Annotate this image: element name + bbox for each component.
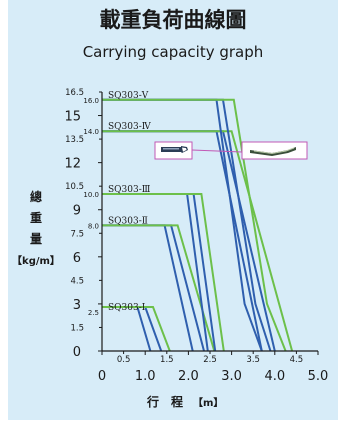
x-minor-tick-label: 0.5 (117, 355, 131, 365)
x-axis-title-text: 行 程 (146, 394, 183, 409)
x-major-tick-label: 4.0 (264, 369, 285, 384)
y-minor-tick-label: 7.5 (70, 229, 84, 239)
x-major-tick-label: 1.0 (135, 369, 156, 384)
y-major-tick-label: 0 (73, 345, 81, 360)
model-name-label: SQ303-Ⅱ (108, 216, 148, 226)
capacity-value-label: 2.5 (88, 309, 99, 317)
capacity-value-label: 14.0 (83, 128, 99, 136)
product-inset-left (154, 141, 193, 160)
capacity-value-label: 8.0 (88, 222, 99, 230)
chart-subtitle: Carrying capacity graph (83, 43, 264, 61)
cable-chain-front-icon (161, 146, 188, 153)
y-major-tick-label: 9 (73, 204, 81, 219)
model-labels: 2.5 SQ303-Ⅰ 8.0 SQ303-Ⅱ 10.0 SQ303-Ⅲ 14.0 SQ303… (83, 91, 151, 317)
y-major-tick-label: 12 (64, 157, 81, 172)
x-minor-tick-label: 3.5 (246, 355, 260, 365)
cable-chain-side-icon (250, 147, 296, 156)
x-minor-tick-label: 1.5 (160, 355, 174, 365)
model-name-label: SQ303-Ⅲ (108, 185, 151, 195)
product-inset-right (241, 141, 308, 160)
y-axis-unit: 【kg/m】 (12, 254, 60, 267)
x-minor-tick-label: 2.5 (203, 355, 217, 365)
inset-frame-right (241, 141, 308, 160)
y-minor-tick-label: 13.5 (65, 135, 84, 145)
y-axis-title: 總 重 量 【kg/m】 (12, 189, 60, 267)
chart-background (8, 0, 338, 420)
y-minor-tick-label: 1.5 (70, 323, 84, 333)
capacity-value-label: 16.0 (83, 97, 99, 105)
y-minor-tick-label: 16.5 (65, 88, 84, 98)
series-line-3 (102, 306, 171, 352)
y-axis-title-char-3: 量 (30, 232, 42, 246)
chart-title: 載重負荷曲線圖 (100, 8, 247, 32)
y-major-tick-label: 6 (73, 251, 81, 266)
y-minor-tick-label: 4.5 (70, 276, 84, 286)
model-name-label: SQ303-Ⅳ (108, 122, 152, 132)
x-axis-title: 行 程 【m】 (146, 394, 223, 409)
series-line-9 (102, 193, 225, 352)
x-axis-unit: 【m】 (193, 396, 223, 409)
y-minor-tick-label: 10.5 (65, 182, 84, 192)
series-line-12 (102, 130, 294, 352)
y-axis-title-char-2: 重 (30, 210, 42, 225)
ticks-layer: 0 3 6 9 12 15 1.5 4.5 7.5 10.5 13.5 16.5 0 1.0 2.0 3.0 4… (64, 88, 328, 384)
x-minor-tick-label: 4.5 (290, 355, 304, 365)
y-axis-title-char-1: 總 (30, 189, 42, 204)
y-major-tick-label: 3 (73, 298, 81, 313)
series-line-15 (102, 98, 287, 352)
y-major-tick-label: 15 (64, 110, 81, 125)
series-layer (102, 98, 294, 352)
x-major-tick-label: 2.0 (178, 369, 199, 384)
x-major-tick-label: 0 (98, 369, 106, 384)
capacity-value-label: 10.0 (83, 191, 99, 199)
model-name-label: SQ303-Ⅰ (108, 303, 146, 313)
callout-line (191, 149, 243, 153)
x-major-tick-label: 3.0 (221, 369, 242, 384)
x-major-tick-label: 5.0 (308, 369, 329, 384)
model-name-label: SQ303-Ⅴ (108, 91, 149, 101)
